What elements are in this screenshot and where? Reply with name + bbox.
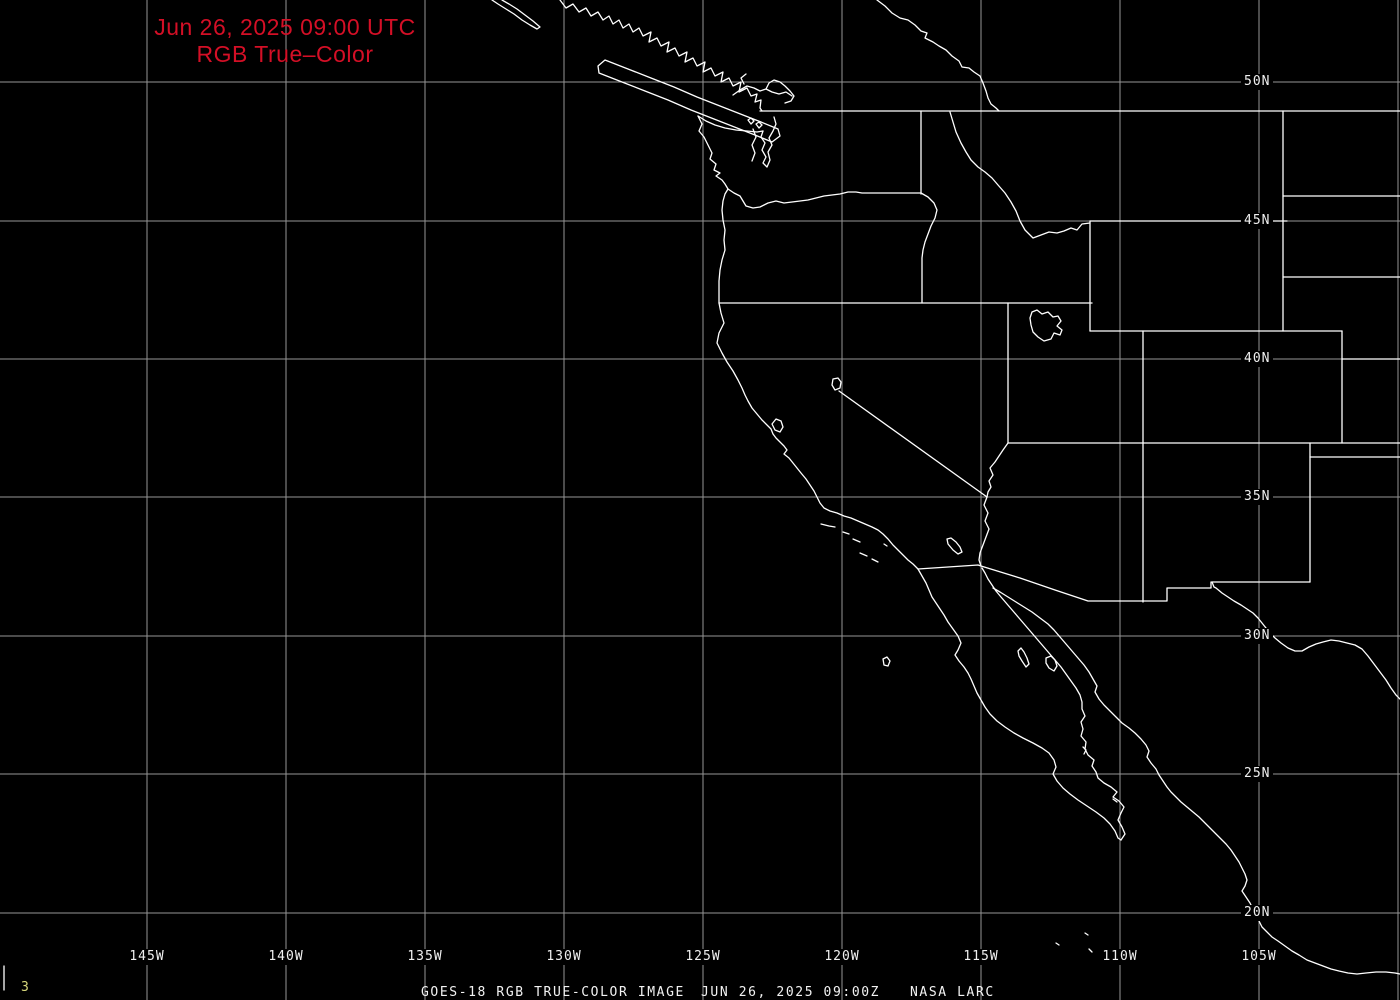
san-juan-island-2: [755, 121, 763, 129]
colorado-river-ca-az: [978, 496, 990, 567]
sf-bay: [771, 418, 784, 433]
lat-label-45N: 45N: [1241, 213, 1274, 229]
lon-label-115W: 115W: [960, 949, 1002, 965]
footer-product-label: GOES-18 RGB TRUE-COLOR IMAGE: [421, 985, 685, 1000]
pacific-coast: [697, 115, 919, 570]
isla-angel: [1017, 647, 1030, 668]
baja-west-coast: [917, 568, 1122, 841]
lat-label-50N: 50N: [1241, 74, 1274, 90]
guadalupe-island: [882, 656, 891, 667]
columbia-river-border: [727, 188, 922, 209]
islas-marias-3: [1088, 948, 1093, 953]
mexico-border: [917, 564, 1212, 602]
vancouver-island: [597, 59, 781, 143]
frame-number: 3: [21, 980, 29, 995]
lon-label-145W: 145W: [126, 949, 168, 965]
lat-label-35N: 35N: [1241, 489, 1274, 505]
colorado-river-nv-az: [986, 442, 1009, 498]
footer-source-label: NASA LARC: [910, 985, 995, 1000]
lon-label-105W: 105W: [1238, 949, 1280, 965]
lon-label-130W: 130W: [543, 949, 585, 965]
lon-label-120W: 120W: [821, 949, 863, 965]
san-juan-island-1: [747, 117, 755, 125]
gulf-islands-b: [765, 79, 795, 104]
lon-label-110W: 110W: [1099, 949, 1141, 965]
islas-marias-1: [1055, 942, 1060, 946]
sonora-coast: [992, 587, 1400, 975]
lon-label-135W: 135W: [404, 949, 446, 965]
footer-time-label: JUN 26, 2025 09:00Z: [701, 985, 881, 1000]
great-salt-lake: [1029, 309, 1063, 342]
lat-label-40N: 40N: [1241, 351, 1274, 367]
lat-label-25N: 25N: [1241, 766, 1274, 782]
islas-marias-2: [1084, 932, 1089, 936]
olympic-strait-shore: [697, 115, 764, 133]
or-id-snake-border: [920, 192, 938, 304]
lon-label-125W: 125W: [682, 949, 724, 965]
image-title: Jun 26, 2025 09:00 UTC RGB True–Color: [135, 14, 435, 68]
channel-island-5: [871, 558, 879, 563]
channel-island-6: [883, 543, 888, 547]
lon-label-140W: 140W: [265, 949, 307, 965]
image-product-name: RGB True–Color: [196, 41, 374, 67]
baja-east-coast: [981, 567, 1126, 841]
channel-island-1: [820, 523, 836, 528]
channel-island-4: [859, 552, 868, 557]
gulf-islet-2: [1112, 798, 1118, 803]
id-mt-border: [949, 111, 1091, 239]
nw-archipelago: [491, 0, 541, 30]
gulf-islet-1: [1082, 746, 1087, 755]
lat-label-30N: 30N: [1241, 628, 1274, 644]
puget-sound: [760, 116, 777, 168]
bc-fjord-coast: [559, 0, 763, 112]
ca-nv-diagonal: [838, 390, 988, 498]
gulf-islands-a: [732, 85, 793, 97]
image-timestamp: Jun 26, 2025 09:00 UTC: [154, 14, 416, 40]
channel-island-3: [852, 538, 861, 543]
gulf-islands-c: [740, 73, 747, 85]
lat-label-20N: 20N: [1241, 905, 1274, 921]
rio-grande: [1211, 581, 1400, 700]
isla-tiburon: [1045, 655, 1058, 672]
channel-island-2: [842, 531, 850, 535]
salton-sea: [946, 537, 963, 555]
lake-tahoe: [831, 377, 842, 391]
bc-alberta-border: [876, 0, 1000, 112]
